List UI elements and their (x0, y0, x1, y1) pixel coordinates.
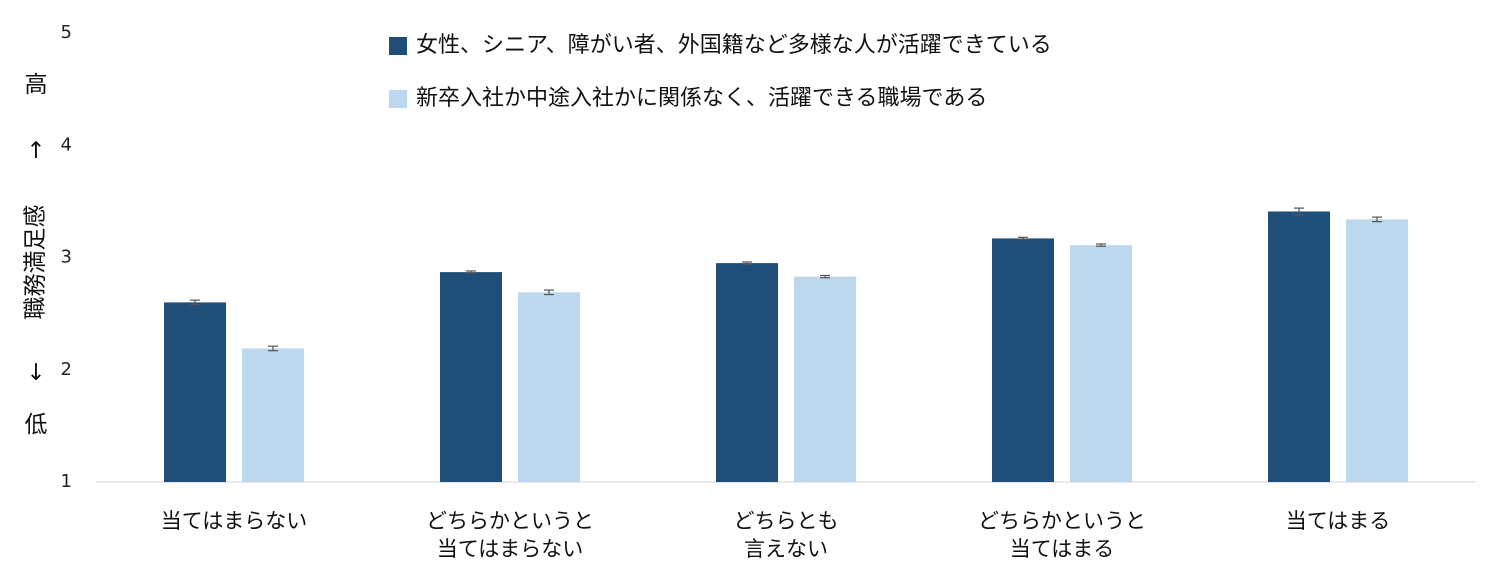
category-label: 当てはまらない (437, 537, 584, 561)
category-label: どちらとも (734, 509, 839, 533)
category-label: 当てはまらない (161, 509, 308, 533)
y-tick-label: 5 (61, 22, 72, 43)
y-tick-label: 3 (61, 247, 72, 268)
error-bars (190, 207, 1382, 352)
bars (164, 211, 1408, 483)
y-axis-label: 高 ↑ 職務満足感 ↓ 低 (23, 72, 49, 438)
y-label-high: 高 (25, 72, 48, 98)
category-label: 当てはまる (1010, 537, 1115, 561)
category-label: どちらかというと (426, 509, 594, 533)
legend-swatch (389, 37, 407, 55)
category-label: 言えない (744, 537, 828, 561)
legend: 女性、シニア、障がい者、外国籍など多様な人が活躍できている新卒入社か中途入社かに… (389, 33, 1052, 111)
bar (440, 272, 502, 482)
bar (1070, 245, 1132, 482)
legend-swatch (389, 90, 407, 108)
bar (716, 263, 778, 482)
legend-label: 新卒入社か中途入社かに関係なく、活躍できる職場である (416, 86, 987, 111)
y-axis-ticks: 1 2 3 4 5 (61, 22, 72, 492)
y-label-main: 職務満足感 (23, 205, 49, 320)
y-tick-label: 2 (61, 359, 72, 380)
category-label: どちらかというと (978, 509, 1146, 533)
legend-label: 女性、シニア、障がい者、外国籍など多様な人が活躍できている (416, 33, 1052, 58)
category-label: 当てはまる (1286, 509, 1391, 533)
bar (518, 292, 580, 482)
bar (1346, 219, 1408, 482)
bar (992, 238, 1054, 482)
category-labels: 当てはまらない どちらかというと当てはまらないどちらとも言えないどちらかというと当… (161, 509, 1391, 561)
y-label-arrow-down: ↓ (26, 360, 45, 386)
y-label-arrow-up: ↑ (26, 138, 45, 164)
y-tick-label: 1 (61, 471, 72, 492)
y-label-low: 低 (25, 412, 48, 438)
y-tick-label: 4 (61, 134, 72, 155)
bar (1268, 211, 1330, 483)
bar (242, 348, 304, 482)
bar (164, 302, 226, 482)
bar (794, 276, 856, 482)
